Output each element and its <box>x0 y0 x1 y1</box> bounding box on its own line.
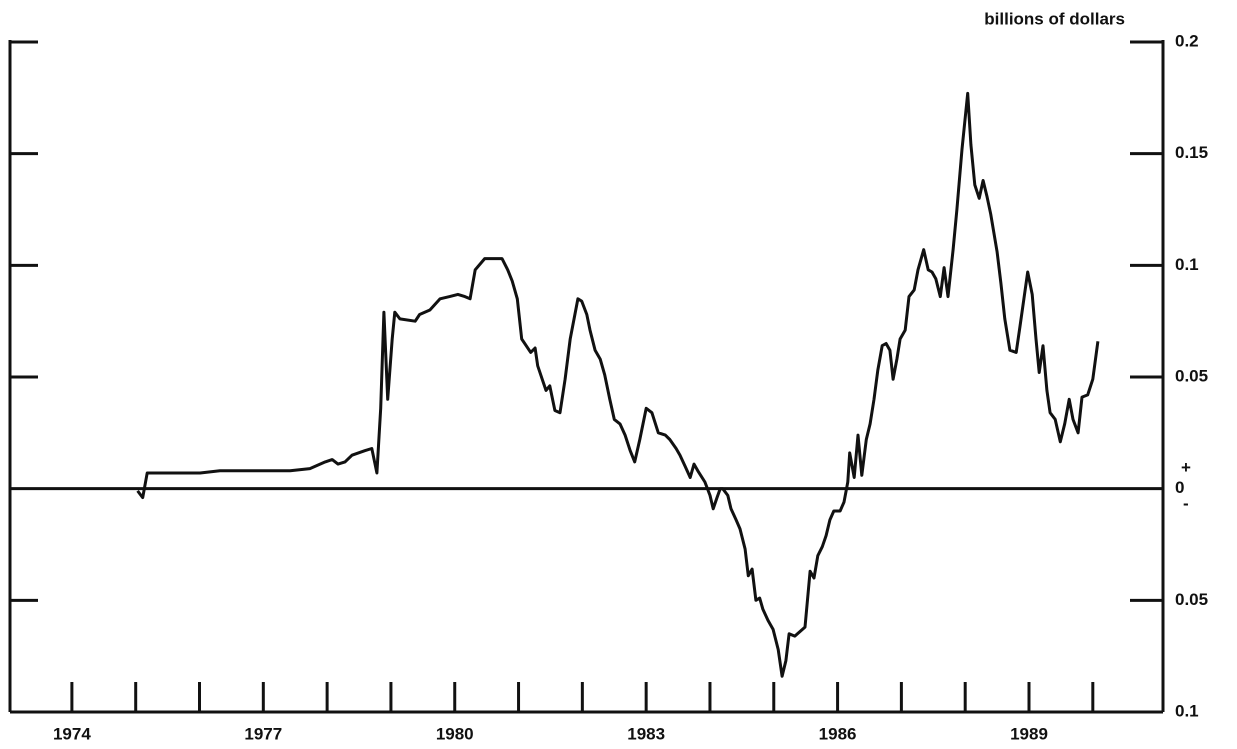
zero-plus: + <box>1181 458 1191 477</box>
y-axis-label: billions of dollars <box>984 9 1125 28</box>
y-tick-label: 0.1 <box>1175 701 1199 720</box>
x-tick-label: 1977 <box>244 724 282 743</box>
x-tick-label: 1980 <box>436 724 474 743</box>
series-line <box>136 91 1100 678</box>
x-tick-label: 1974 <box>53 724 91 743</box>
y-tick-label: 0 <box>1175 478 1184 497</box>
x-tick-label: 1989 <box>1010 724 1048 743</box>
y-tick-label: 0.05 <box>1175 590 1208 609</box>
y-tick-label: 0.1 <box>1175 255 1199 274</box>
x-tick-label: 1986 <box>819 724 857 743</box>
y-tick-label: 0.2 <box>1175 31 1199 50</box>
x-tick-label: 1983 <box>627 724 665 743</box>
zero-minus: - <box>1183 494 1189 513</box>
y-tick-label: 0.05 <box>1175 366 1208 385</box>
y-tick-label: 0.15 <box>1175 143 1208 162</box>
